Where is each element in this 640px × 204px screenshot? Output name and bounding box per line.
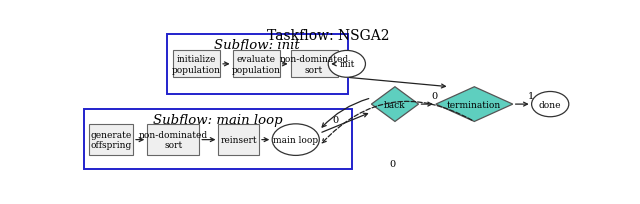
Text: termination: termination — [447, 100, 502, 109]
Text: Subflow: main loop: Subflow: main loop — [153, 113, 283, 126]
Text: init: init — [339, 60, 355, 69]
FancyBboxPatch shape — [218, 124, 259, 156]
Text: 1: 1 — [528, 92, 534, 101]
FancyBboxPatch shape — [147, 124, 199, 156]
Text: Subflow: init: Subflow: init — [214, 39, 300, 52]
FancyBboxPatch shape — [291, 51, 338, 78]
FancyBboxPatch shape — [173, 51, 220, 78]
Ellipse shape — [328, 51, 365, 78]
Text: evaluate
population: evaluate population — [232, 55, 280, 74]
Text: 0: 0 — [332, 116, 339, 125]
Text: non-dominated
sort: non-dominated sort — [139, 130, 208, 150]
Text: non-dominated
sort: non-dominated sort — [280, 55, 349, 74]
Text: Taskflow: NSGA2: Taskflow: NSGA2 — [267, 28, 389, 42]
Polygon shape — [436, 87, 513, 122]
Text: 0: 0 — [431, 92, 438, 101]
Ellipse shape — [272, 124, 319, 156]
Text: 0: 0 — [389, 160, 396, 169]
Text: reinsert: reinsert — [220, 135, 257, 144]
FancyBboxPatch shape — [90, 124, 133, 156]
Text: initialize
population: initialize population — [172, 55, 221, 74]
FancyBboxPatch shape — [232, 51, 280, 78]
Text: done: done — [539, 100, 561, 109]
Polygon shape — [371, 87, 419, 122]
Text: back: back — [384, 100, 406, 109]
Text: generate
offspring: generate offspring — [91, 130, 132, 150]
Text: main loop: main loop — [273, 135, 318, 144]
Ellipse shape — [532, 92, 569, 117]
